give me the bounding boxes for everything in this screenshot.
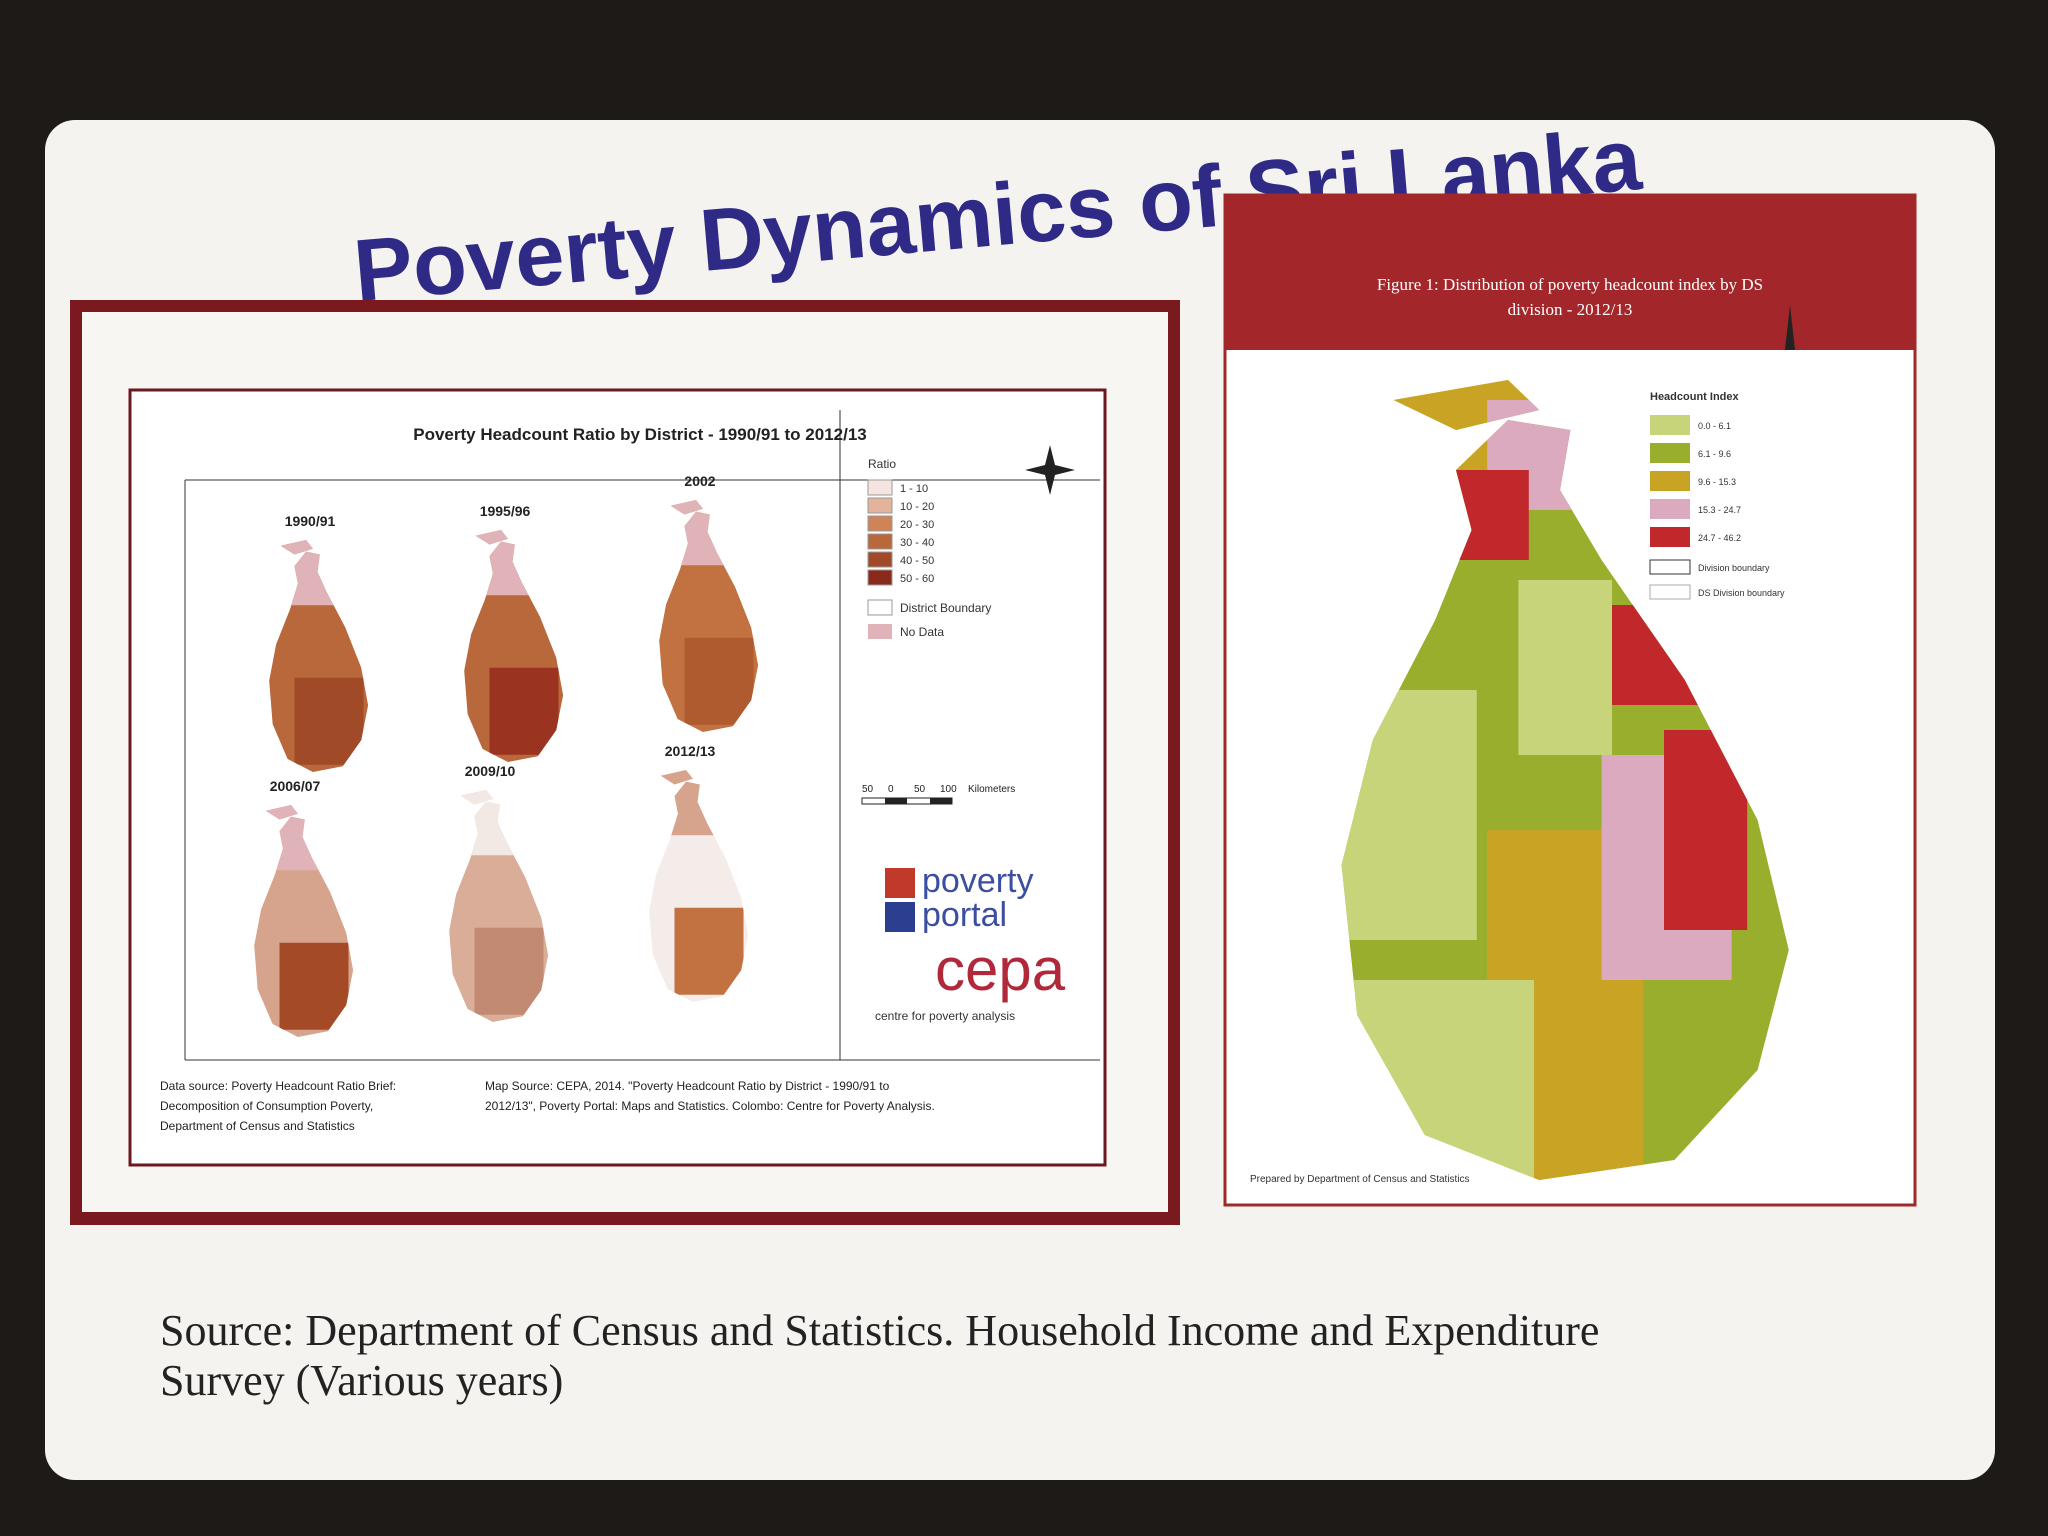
legend-title: Headcount Index: [1650, 391, 1740, 403]
legend-swatch: [1649, 584, 1691, 600]
figure-title: division - 2012/13: [1508, 300, 1633, 319]
legend-swatch: [1650, 415, 1690, 435]
poverty-portal-logo: poverty portal: [885, 862, 1034, 934]
source-text: Survey (Various years): [160, 1356, 563, 1405]
scale-tick: 50: [914, 784, 926, 795]
year-label: 2009/10: [465, 763, 516, 779]
legend-swatch: [867, 533, 893, 550]
region: [279, 942, 349, 1030]
left-title: Poverty Headcount Ratio by District - 19…: [413, 425, 867, 444]
data-source: Department of Census and Statistics: [160, 1119, 355, 1133]
data-source: Data source: Poverty Headcount Ratio Bri…: [160, 1079, 396, 1093]
compass: [1025, 445, 1075, 495]
legend-item: 9.6 - 15.3: [1698, 477, 1736, 487]
scale-tick: 50: [862, 784, 874, 795]
legend-swatch: [867, 599, 893, 616]
legend-item: Division boundary: [1698, 563, 1770, 573]
svg-text:portal: portal: [922, 896, 1007, 934]
svg-text:poverty: poverty: [922, 862, 1034, 900]
headcount-legend: Headcount Index 0.0 - 6.1 6.1 - 9.6 9.6 - 1…: [1649, 391, 1785, 600]
legend-swatch: [867, 497, 893, 514]
year-label: 1990/91: [285, 513, 336, 529]
scale-unit: Kilometers: [968, 784, 1015, 795]
legend-item: DS Division boundary: [1698, 588, 1785, 598]
year-label: 1995/96: [480, 503, 531, 519]
legend-swatch: [868, 624, 892, 639]
region: [294, 677, 364, 765]
map-source: 2012/13", Poverty Portal: Maps and Stati…: [485, 1099, 935, 1113]
cepa-subtitle: centre for poverty analysis: [875, 1009, 1015, 1023]
legend-item: 6.1 - 9.6: [1698, 449, 1731, 459]
legend-swatch: [1650, 443, 1690, 463]
legend-swatch: [1649, 559, 1691, 575]
legend-item: 0.0 - 6.1: [1698, 421, 1731, 431]
legend-item: 20 - 30: [900, 519, 934, 531]
legend-item: No Data: [900, 625, 944, 639]
north-arrow: [1785, 305, 1795, 350]
legend-item: 10 - 20: [900, 501, 934, 513]
scale-tick: 0: [888, 784, 894, 795]
ratio-legend: Ratio 1 - 10 10 - 20 20 - 30 30 - 40 40 - 50 5…: [160, 457, 1015, 1133]
legend-swatch: [1650, 527, 1690, 547]
legend-swatch: [867, 479, 893, 496]
legend-item: 40 - 50: [900, 555, 934, 567]
legend-item: 24.7 - 46.2: [1698, 533, 1741, 543]
legend-item: 15.3 - 24.7: [1698, 505, 1741, 515]
region: [674, 907, 744, 995]
legend-swatch: [867, 515, 893, 532]
region: [489, 667, 559, 755]
figure-title: Figure 1: Distribution of poverty headco…: [1377, 275, 1763, 294]
year-label: 2002: [684, 473, 715, 489]
legend-swatch: [867, 551, 893, 568]
map-source: Map Source: CEPA, 2014. "Poverty Headcou…: [485, 1079, 890, 1093]
source-text: Source: Department of Census and Statist…: [160, 1306, 1599, 1355]
year-label: 2006/07: [270, 778, 321, 794]
region: [474, 927, 544, 1015]
legend-swatch: [1650, 471, 1690, 491]
year-label: 2012/13: [665, 743, 716, 759]
legend-swatch: [867, 569, 893, 586]
scale-bar: [861, 797, 953, 805]
legend-swatch: [1650, 499, 1690, 519]
legend-item: 1 - 10: [900, 483, 928, 495]
legend-title: Ratio: [868, 457, 896, 471]
legend-item: 30 - 40: [900, 537, 934, 549]
cepa-logo: cepa: [935, 936, 1066, 1003]
scale-tick: 100: [940, 784, 957, 795]
region: [684, 637, 754, 725]
legend-item: 50 - 60: [900, 573, 934, 585]
legend-item: District Boundary: [900, 601, 991, 615]
data-source: Decomposition of Consumption Poverty,: [160, 1099, 373, 1113]
map-frame: [128, 388, 1107, 1167]
map-credit: Prepared by Department of Census and Sta…: [1250, 1174, 1470, 1185]
